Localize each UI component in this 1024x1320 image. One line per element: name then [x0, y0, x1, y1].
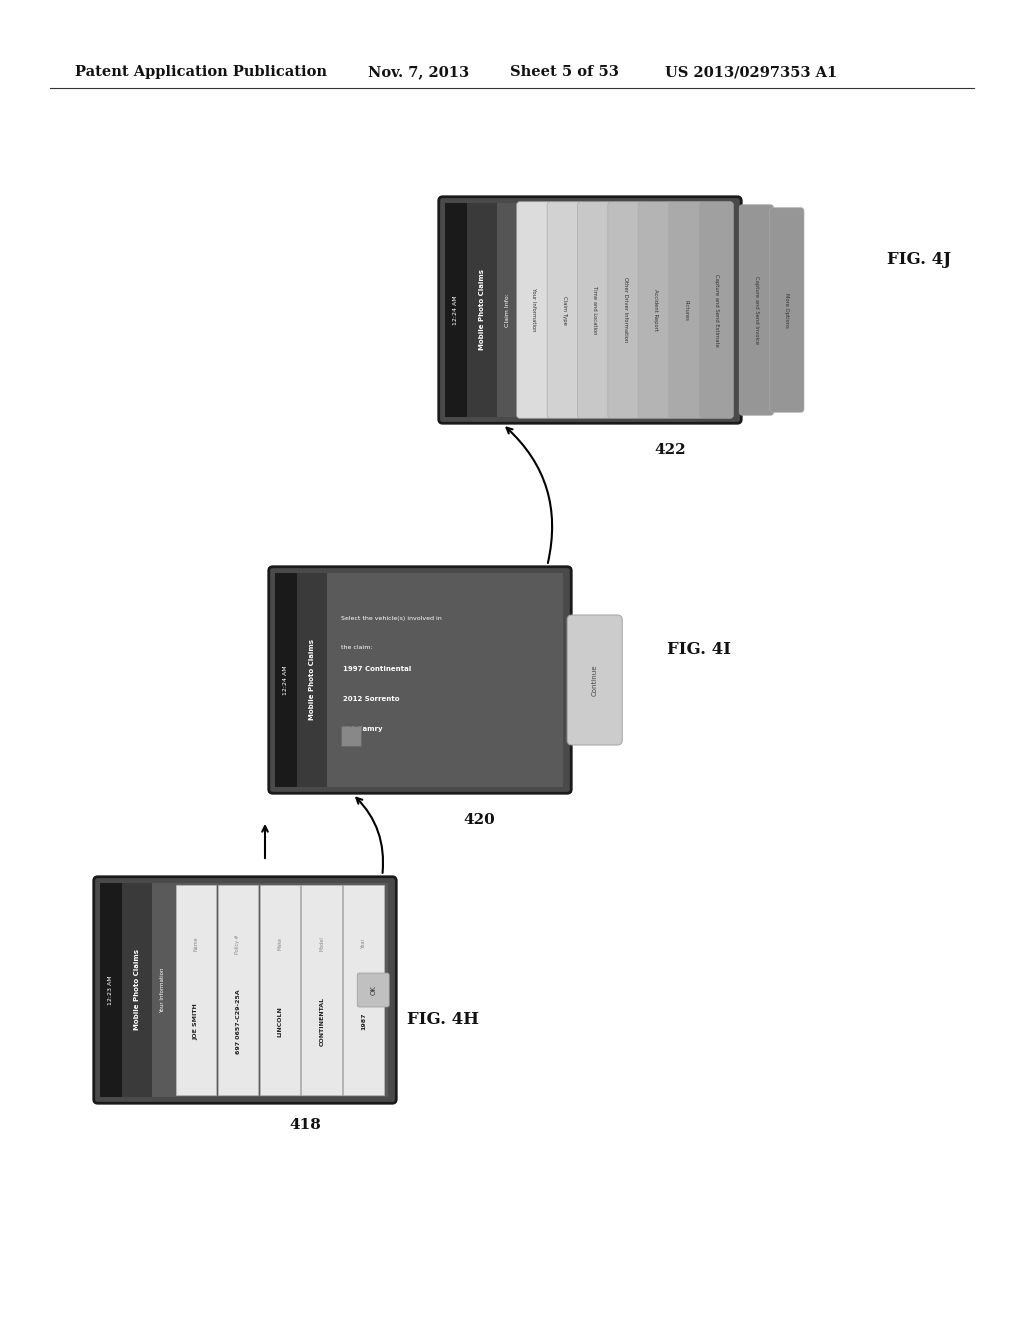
Text: Your Information: Your Information	[531, 288, 537, 331]
Bar	[343, 884, 384, 1096]
FancyBboxPatch shape	[578, 202, 611, 418]
FancyBboxPatch shape	[699, 202, 733, 418]
Text: Model: Model	[319, 936, 325, 952]
Text: Pictures: Pictures	[683, 300, 688, 321]
Text: 422: 422	[654, 444, 685, 457]
FancyBboxPatch shape	[669, 202, 702, 418]
Text: Other Driver Information: Other Driver Information	[623, 277, 628, 343]
Text: '04 Camry: '04 Camry	[343, 726, 382, 733]
Text: Sheet 5 of 53: Sheet 5 of 53	[510, 65, 618, 79]
FancyBboxPatch shape	[608, 202, 642, 418]
Text: Claim Info:: Claim Info:	[505, 293, 510, 327]
Text: 697 0657-C29-25A: 697 0657-C29-25A	[236, 989, 241, 1053]
Text: 1997 Continental: 1997 Continental	[343, 667, 411, 672]
Text: 420: 420	[464, 813, 496, 828]
Text: US 2013/0297353 A1: US 2013/0297353 A1	[665, 65, 838, 79]
Text: Patent Application Publication: Patent Application Publication	[75, 65, 327, 79]
Text: Claim Type: Claim Type	[562, 296, 567, 325]
Text: Capture and Send Invoice: Capture and Send Invoice	[754, 276, 759, 345]
FancyBboxPatch shape	[638, 202, 673, 418]
Text: OK: OK	[371, 985, 376, 995]
Text: Mobile Photo Claims: Mobile Photo Claims	[479, 269, 484, 351]
Text: Make: Make	[278, 937, 283, 950]
Bar	[99, 883, 122, 1097]
FancyBboxPatch shape	[268, 566, 571, 793]
Text: 1987: 1987	[361, 1012, 367, 1031]
Bar	[174, 883, 388, 1097]
FancyBboxPatch shape	[438, 197, 741, 424]
Bar	[301, 884, 342, 1096]
Bar	[497, 203, 519, 417]
FancyBboxPatch shape	[517, 202, 551, 418]
Text: Accident Report: Accident Report	[653, 289, 657, 331]
Bar	[327, 573, 563, 787]
Bar	[467, 203, 497, 417]
Text: Mobile Photo Claims: Mobile Photo Claims	[134, 949, 139, 1031]
FancyBboxPatch shape	[739, 205, 773, 416]
Bar	[519, 203, 733, 417]
Text: Your Information: Your Information	[160, 968, 165, 1012]
FancyBboxPatch shape	[357, 973, 389, 1007]
Text: Mobile Photo Claims: Mobile Photo Claims	[309, 639, 314, 721]
FancyBboxPatch shape	[770, 207, 804, 412]
FancyBboxPatch shape	[94, 876, 396, 1104]
Text: 418: 418	[289, 1118, 321, 1133]
Text: Policy #: Policy #	[236, 933, 241, 953]
Text: FIG. 4H: FIG. 4H	[408, 1011, 479, 1028]
FancyBboxPatch shape	[547, 202, 582, 418]
Bar	[176, 884, 216, 1096]
Text: LINCOLN: LINCOLN	[278, 1006, 283, 1038]
Bar	[274, 573, 297, 787]
Bar	[152, 883, 174, 1097]
Text: 12:24 AM: 12:24 AM	[284, 665, 288, 694]
Text: Year: Year	[361, 939, 367, 949]
Text: Continue: Continue	[591, 664, 597, 696]
Text: 12:24 AM: 12:24 AM	[454, 296, 459, 325]
Bar	[297, 573, 327, 787]
Text: Name: Name	[194, 936, 199, 950]
Text: JOE SMITH: JOE SMITH	[194, 1003, 199, 1040]
Text: FIG. 4J: FIG. 4J	[887, 252, 951, 268]
Bar	[218, 884, 258, 1096]
Text: FIG. 4I: FIG. 4I	[668, 642, 731, 659]
Bar	[444, 203, 467, 417]
FancyBboxPatch shape	[567, 615, 623, 744]
Text: Select the vehicle(s) involved in: Select the vehicle(s) involved in	[341, 616, 441, 622]
Text: 2012 Sorrento: 2012 Sorrento	[343, 696, 399, 702]
Text: Time and Location: Time and Location	[592, 285, 597, 334]
Text: CONTINENTAL: CONTINENTAL	[319, 997, 325, 1047]
Bar	[122, 883, 152, 1097]
Bar	[259, 884, 300, 1096]
Text: 12:23 AM: 12:23 AM	[109, 975, 114, 1005]
Text: the claim:: the claim:	[341, 644, 373, 649]
Text: Capture and Send Estimate: Capture and Send Estimate	[714, 273, 719, 346]
Bar	[341, 726, 360, 746]
Text: More Options: More Options	[784, 293, 790, 327]
Text: Nov. 7, 2013: Nov. 7, 2013	[368, 65, 469, 79]
